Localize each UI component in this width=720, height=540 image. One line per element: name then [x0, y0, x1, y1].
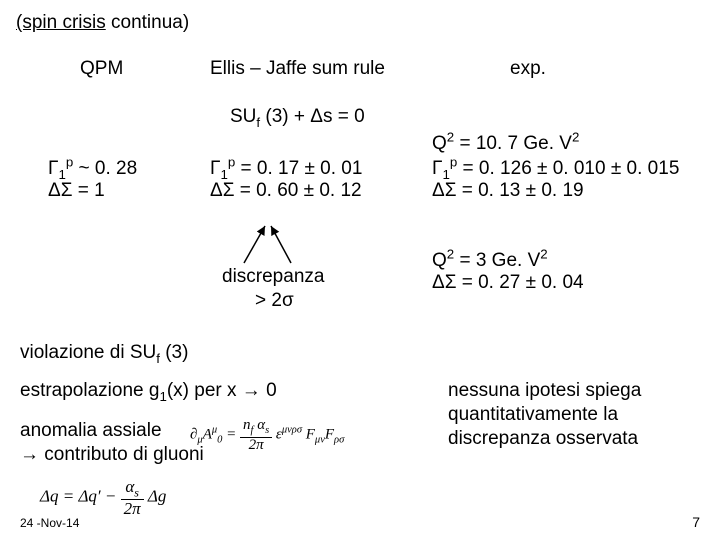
page-number: 7 — [692, 514, 700, 530]
qpm-l1: Γ1p ~ 0. 28 — [48, 155, 137, 182]
anomalia-l2: → contributo di gluoni — [20, 444, 204, 466]
nessuna-l1: nessuna ipotesi spiega — [448, 380, 641, 402]
exp2-l1: Q2 = 3 Ge. V2 — [432, 247, 548, 272]
slide-root: (spin crisis continua) QPM Ellis – Jaffe… — [0, 0, 720, 540]
exp1-l1: Q2 = 10. 7 Ge. V2 — [432, 130, 579, 155]
formula-deltaq: Δq = Δq′ − αs 2π Δg — [40, 478, 166, 517]
formula-axial: ∂μAμ0 = nf αs 2π εμνρσ FμνFρσ — [190, 418, 344, 453]
suf-eq: SUf (3) + Δs = 0 — [230, 106, 365, 130]
violazione: violazione di SUf (3) — [20, 342, 188, 366]
title-underlined: (spin crisis — [16, 12, 106, 33]
discrepanza-l2: > 2σ — [255, 290, 294, 312]
exp1-l2: Γ1p = 0. 126 ± 0. 010 ± 0. 015 — [432, 155, 679, 182]
title-rest: continua) — [106, 12, 189, 33]
slide-title: (spin crisis continua) — [16, 12, 189, 34]
suf-eq-text: SUf (3) + Δs = 0 — [230, 106, 365, 127]
slide-date: 24 -Nov-14 — [20, 516, 79, 530]
ellis-l2: ΔΣ = 0. 60 ± 0. 12 — [210, 180, 362, 202]
nessuna-l3: discrepanza osservata — [448, 428, 638, 450]
discrepanza-l1: discrepanza — [222, 266, 324, 288]
col-qpm: QPM — [80, 58, 123, 80]
exp2-l2: ΔΣ = 0. 27 ± 0. 04 — [432, 272, 584, 294]
exp1-l3: ΔΣ = 0. 13 ± 0. 19 — [432, 180, 584, 202]
estrapolazione: estrapolazione g1(x) per x → 0 — [20, 380, 277, 404]
anomalia-l1: anomalia assiale — [20, 420, 162, 442]
ellis-l1: Γ1p = 0. 17 ± 0. 01 — [210, 155, 362, 182]
qpm-l2: ΔΣ = 1 — [48, 180, 105, 202]
col-ellis: Ellis – Jaffe sum rule — [210, 58, 385, 80]
nessuna-l2: quantitativamente la — [448, 404, 618, 426]
col-exp: exp. — [510, 58, 546, 80]
